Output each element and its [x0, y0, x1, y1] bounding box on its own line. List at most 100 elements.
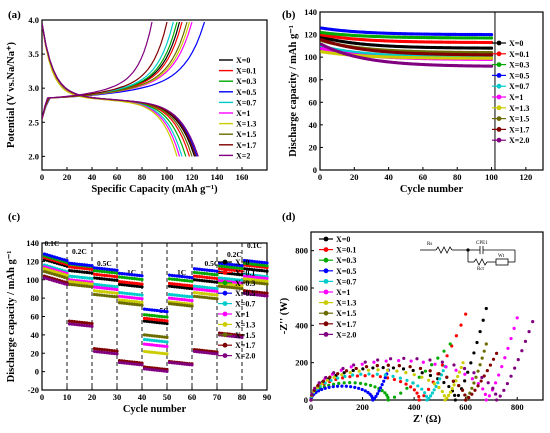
data-point — [432, 388, 436, 392]
legend-label: X=0.5 — [235, 289, 255, 298]
legend-marker — [496, 94, 502, 100]
data-point — [232, 334, 237, 339]
data-point — [409, 359, 413, 363]
data-point — [140, 297, 144, 301]
data-point — [52, 270, 57, 274]
data-point — [102, 286, 107, 290]
data-point — [516, 358, 520, 362]
data-point — [135, 277, 139, 281]
data-point — [112, 274, 117, 279]
data-point — [402, 356, 406, 360]
y-tick-label: 60 — [31, 312, 40, 322]
data-point — [155, 351, 159, 355]
y-tick-label: 600 — [295, 283, 308, 293]
data-point — [247, 292, 252, 296]
data-point — [343, 374, 347, 378]
data-point — [110, 294, 114, 298]
data-point — [337, 381, 341, 385]
legend-label: X=1.3 — [509, 104, 529, 113]
data-point — [167, 284, 172, 288]
data-point — [212, 276, 217, 280]
data-point — [185, 294, 189, 298]
data-point — [207, 279, 212, 284]
data-point — [112, 287, 117, 291]
data-point — [120, 361, 124, 365]
data-point — [67, 261, 72, 265]
data-point — [250, 290, 254, 294]
equivalent-circuit: Rs CPE1 Rct Wt — [420, 241, 516, 272]
data-point — [187, 304, 192, 308]
data-point — [503, 356, 507, 360]
data-point — [180, 362, 184, 366]
data-point — [202, 295, 207, 299]
data-point — [130, 281, 134, 285]
data-point — [152, 343, 157, 347]
data-point — [442, 349, 446, 353]
resistor-rs — [435, 246, 453, 254]
data-point — [232, 268, 237, 272]
data-point — [155, 339, 159, 343]
data-point — [57, 280, 62, 284]
data-point — [227, 262, 232, 266]
data-point — [150, 334, 154, 338]
data-point — [92, 347, 97, 351]
legend-marker — [323, 332, 329, 337]
data-point — [160, 339, 164, 343]
data-point — [147, 367, 152, 372]
x-tick-label: 120 — [519, 172, 532, 182]
x-axis-label: Cycle number — [123, 404, 187, 415]
data-point — [489, 64, 494, 68]
data-point — [454, 368, 458, 372]
charge-curve — [42, 21, 153, 120]
data-point — [230, 262, 234, 267]
data-point — [502, 388, 506, 392]
legend-marker — [323, 310, 329, 316]
data-point — [67, 282, 72, 286]
legend-label: X=1.5 — [509, 115, 529, 124]
data-point — [463, 379, 467, 383]
data-point — [120, 275, 124, 279]
data-point — [451, 379, 455, 383]
y-tick-label: 200 — [295, 358, 308, 368]
legend-label: X=0.7 — [336, 277, 356, 286]
data-point — [187, 284, 192, 288]
data-point — [195, 267, 199, 271]
data-point — [386, 398, 390, 402]
legend-marker — [323, 289, 329, 295]
data-point — [324, 375, 328, 380]
data-point — [52, 272, 57, 277]
data-point — [515, 316, 519, 320]
data-point — [309, 398, 313, 402]
x-tick-label: 0 — [40, 172, 44, 182]
data-point — [87, 284, 92, 289]
data-point — [250, 278, 254, 282]
legend-label: X=2.0 — [336, 330, 356, 339]
data-point — [100, 293, 104, 297]
series-X=0.7 — [42, 263, 269, 344]
data-point — [207, 288, 212, 293]
data-point — [486, 381, 490, 385]
data-point — [421, 360, 425, 364]
data-point — [262, 276, 267, 280]
data-point — [250, 275, 254, 279]
data-point — [445, 396, 449, 400]
data-point — [132, 362, 137, 366]
data-point — [155, 314, 159, 318]
data-point — [152, 317, 157, 322]
data-point — [182, 286, 187, 290]
data-point — [140, 282, 144, 286]
data-point — [55, 279, 59, 284]
y-tick-label: 60 — [309, 97, 318, 107]
y-tick-label: 40 — [31, 330, 40, 340]
x-tick-label: 100 — [161, 172, 174, 182]
y-tick-label: 800 — [295, 246, 308, 256]
data-point — [110, 268, 114, 272]
legend-label: X=1.7 — [235, 341, 255, 350]
data-point — [77, 275, 82, 279]
data-point — [132, 300, 137, 304]
data-point — [398, 380, 403, 384]
data-point — [132, 292, 137, 296]
data-point — [200, 285, 204, 289]
data-point — [80, 262, 84, 267]
data-point — [366, 390, 370, 395]
